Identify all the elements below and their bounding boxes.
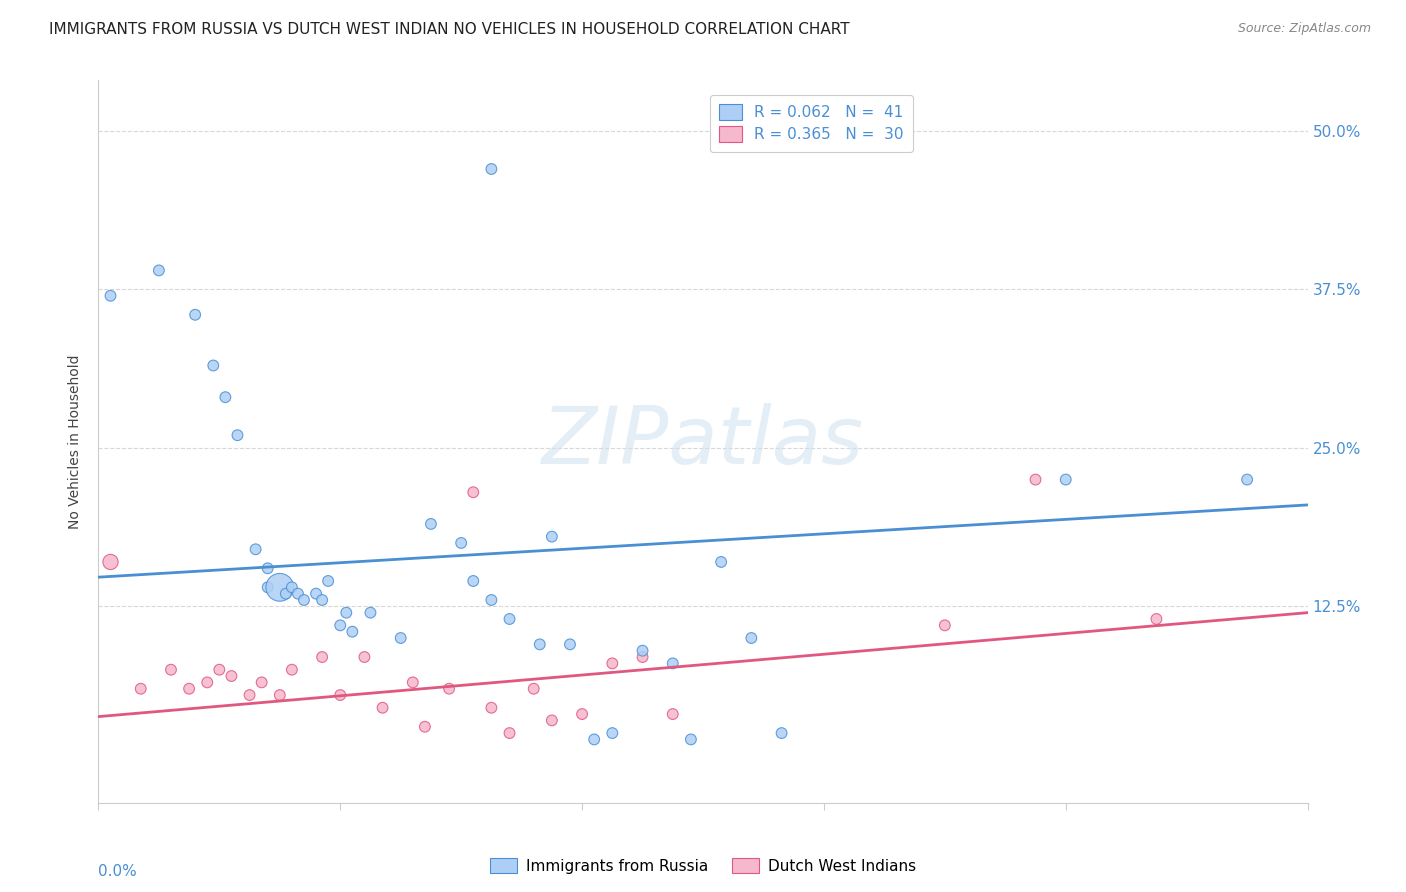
Legend: R = 0.062   N =  41, R = 0.365   N =  30: R = 0.062 N = 41, R = 0.365 N = 30 [710,95,912,152]
Point [450,536,472,550]
Point [934,618,956,632]
Point [463,574,485,588]
Text: IMMIGRANTS FROM RUSSIA VS DUTCH WEST INDIAN NO VEHICLES IN HOUSEHOLD CORRELATION: IMMIGRANTS FROM RUSSIA VS DUTCH WEST IND… [49,22,849,37]
Point [208,663,231,677]
Point [631,643,654,657]
Point [342,624,364,639]
Point [602,657,624,671]
Point [281,663,304,677]
Point [214,390,236,404]
Point [245,542,267,557]
Point [481,593,503,607]
Point [311,650,333,665]
Point [335,606,357,620]
Point [571,707,593,722]
Point [311,593,333,607]
Point [160,663,183,677]
Point [481,700,503,714]
Legend: Immigrants from Russia, Dutch West Indians: Immigrants from Russia, Dutch West India… [484,852,922,880]
Point [498,726,520,740]
Point [316,574,339,588]
Point [740,631,762,645]
Point [481,161,503,176]
Point [287,587,309,601]
Point [221,669,243,683]
Point [558,637,581,651]
Point [269,688,291,702]
Point [523,681,546,696]
Point [129,681,152,696]
Point [413,720,436,734]
Point [583,732,606,747]
Point [371,700,394,714]
Point [329,688,352,702]
Point [148,263,170,277]
Point [239,688,262,702]
Point [184,308,207,322]
Point [389,631,412,645]
Point [540,714,562,728]
Point [202,359,225,373]
Point [437,681,460,696]
Point [540,530,562,544]
Point [1054,473,1077,487]
Point [100,555,122,569]
Point [274,587,297,601]
Point [195,675,218,690]
Point [498,612,520,626]
Point [679,732,702,747]
Point [529,637,551,651]
Text: 0.0%: 0.0% [98,864,138,880]
Point [226,428,249,442]
Point [305,587,328,601]
Point [329,618,352,632]
Point [661,707,683,722]
Point [281,580,304,594]
Text: Source: ZipAtlas.com: Source: ZipAtlas.com [1237,22,1371,36]
Point [1144,612,1167,626]
Point [1236,473,1258,487]
Point [710,555,733,569]
Point [269,580,291,594]
Point [420,516,443,531]
Point [661,657,683,671]
Point [100,289,122,303]
Y-axis label: No Vehicles in Household: No Vehicles in Household [69,354,83,529]
Point [770,726,793,740]
Point [256,580,278,594]
Point [360,606,382,620]
Point [353,650,375,665]
Text: ZIPatlas: ZIPatlas [541,402,865,481]
Point [250,675,273,690]
Point [631,650,654,665]
Point [402,675,425,690]
Point [179,681,201,696]
Point [292,593,315,607]
Point [256,561,278,575]
Point [1024,473,1046,487]
Point [602,726,624,740]
Point [463,485,485,500]
